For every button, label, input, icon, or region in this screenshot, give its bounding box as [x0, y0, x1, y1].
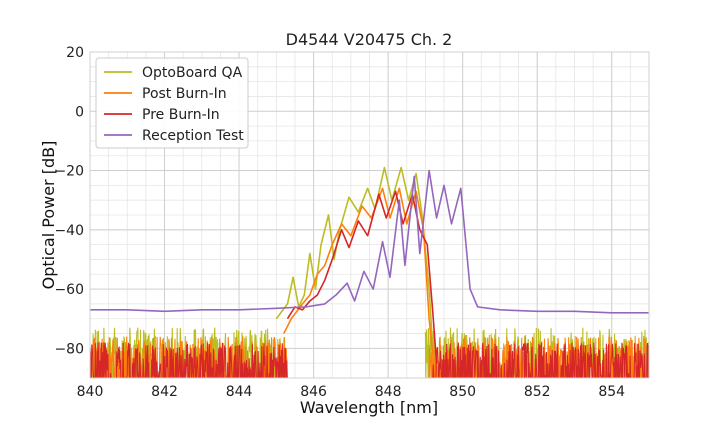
- x-tick-label: 842: [151, 384, 178, 400]
- legend-box: [95, 57, 249, 149]
- x-tick-label: 850: [449, 384, 476, 400]
- series-line: [275, 166, 434, 349]
- chart-title: D4544 V20475 Ch. 2: [286, 30, 453, 49]
- x-tick-label: 844: [226, 384, 253, 400]
- legend-label: Reception Test: [142, 128, 244, 144]
- legend-label: Post Burn-In: [142, 86, 227, 102]
- legend: OptoBoard QA Post Burn-In Pre Burn-In Recep…: [95, 57, 249, 149]
- y-tick-label: −60: [54, 282, 84, 298]
- x-tick-label: 848: [375, 384, 402, 400]
- y-axis-ticks: −80 −60 −40 −20 0 20: [54, 45, 84, 357]
- y-tick-label: 20: [66, 45, 84, 61]
- series-noise-right: [432, 342, 649, 378]
- x-tick-label: 846: [300, 384, 327, 400]
- y-tick-label: −40: [54, 223, 84, 239]
- x-axis-ticks: 840 842 844 846 848 850 852 854: [77, 384, 626, 400]
- plot-frame: [89, 51, 650, 379]
- y-tick-label: −80: [54, 341, 84, 357]
- series-reception-test: [90, 169, 649, 314]
- y-tick-label: 0: [75, 104, 84, 120]
- y-axis-title: Optical Power [dB]: [39, 141, 58, 290]
- x-tick-label: 852: [524, 384, 551, 400]
- x-tick-label: 840: [77, 384, 104, 400]
- legend-label: OptoBoard QA: [142, 65, 243, 81]
- series-layer: [90, 166, 649, 378]
- series-line: [286, 190, 438, 364]
- x-axis-title: Wavelength [nm]: [300, 398, 438, 417]
- series-pre-burn-in: [90, 190, 649, 378]
- series-noise-left: [90, 342, 288, 378]
- series-line: [90, 169, 649, 314]
- x-tick-label: 854: [598, 384, 625, 400]
- y-tick-label: −20: [54, 164, 84, 180]
- legend-label: Pre Burn-In: [142, 107, 220, 123]
